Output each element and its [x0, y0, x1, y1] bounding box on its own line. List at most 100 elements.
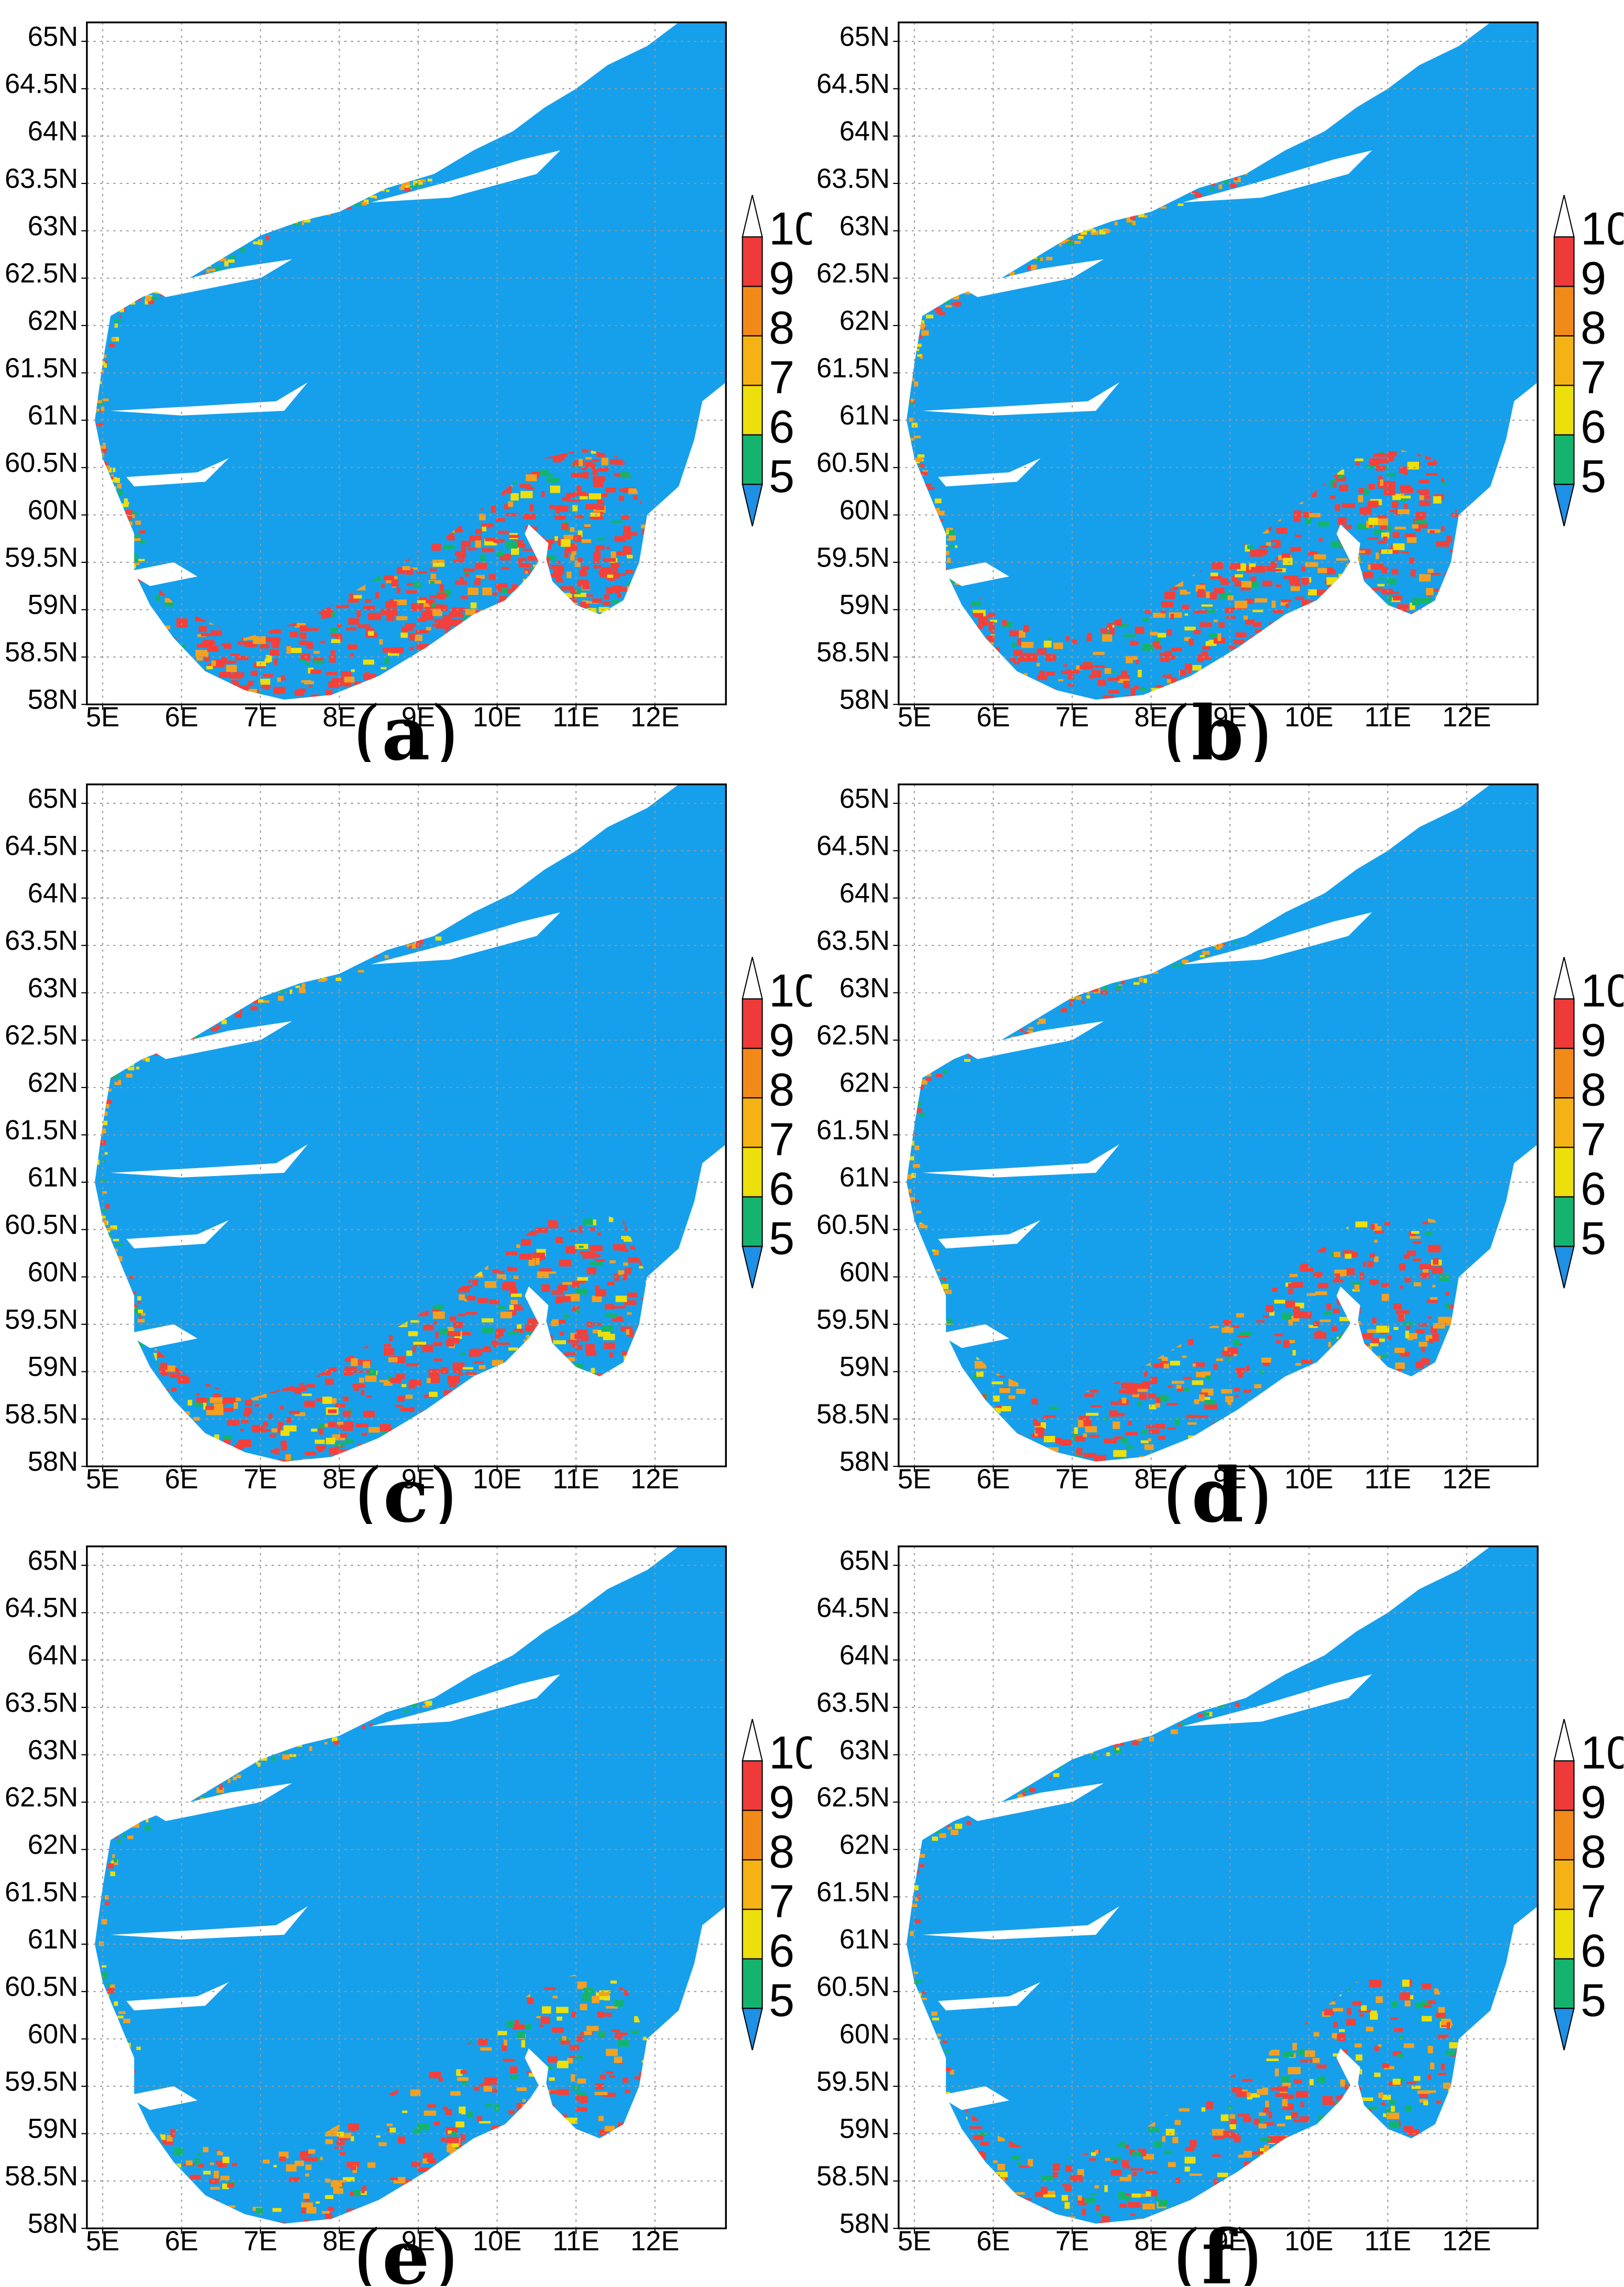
fjord: [110, 1906, 308, 1940]
lat-tick-label: 59.5N: [5, 2066, 78, 2097]
lat-tick-label: 62N: [840, 1830, 890, 1860]
colorbar-label: 9: [769, 1014, 794, 1066]
colorbar-bottom-arrow: [742, 2008, 763, 2051]
fjord: [1182, 912, 1372, 965]
lon-tick-label: 9E: [401, 2226, 435, 2257]
colorbar-label: 8: [1581, 1826, 1606, 1878]
fjord: [1336, 524, 1360, 572]
lat-tick-label: 63.5N: [5, 1687, 78, 1718]
lat-tick-label: 63.5N: [816, 925, 890, 956]
map-panel-a: 5E 6E 7E 8E 9E 10E 11E 12E 58N 58.5N 59N 59.5N 60N 60…: [0, 0, 812, 762]
lat-tick-label: 60N: [28, 1257, 78, 1288]
lat-tick-label: 60.5N: [5, 1210, 78, 1240]
lat-tick-label: 64N: [28, 1640, 78, 1671]
colorbar-label: 10: [1581, 203, 1623, 255]
lat-tick-label: 59N: [840, 2114, 890, 2144]
lat-tick-label: 59.5N: [5, 542, 78, 573]
colorbar-segment: [742, 335, 763, 386]
lat-tick-label: 59N: [28, 2114, 78, 2144]
colorbar-label: 10: [769, 965, 812, 1017]
lon-tick-label: 5E: [86, 1464, 119, 1495]
colorbar-label: 10: [1581, 1727, 1623, 1779]
lon-tick-label: 9E: [1213, 2226, 1247, 2257]
lat-tick-label: 63.5N: [5, 164, 78, 194]
lat-tick-label: 58.5N: [5, 1399, 78, 1430]
lat-tick-label: 64.5N: [5, 831, 78, 862]
lat-tick-label: 58.5N: [5, 2161, 78, 2192]
lat-tick-label: 65N: [28, 1545, 78, 1576]
lat-tick-label: 59N: [840, 1352, 890, 1382]
colorbar: 1098765: [1553, 957, 1623, 1289]
map-svg-c: 5E 6E 7E 8E 9E 10E 11E 12E 58N 58.5N 59N 59.5N 60N 60…: [5, 783, 812, 1524]
fjord: [938, 1982, 1041, 2011]
lat-tick-label: 60.5N: [5, 1972, 78, 2002]
lat-tick-label: 59N: [28, 590, 78, 620]
colorbar: 1098765: [742, 195, 812, 527]
lon-tick-label: 11E: [1365, 702, 1411, 733]
gridlines: [86, 1546, 726, 2229]
lat-tick-label: 61N: [840, 1162, 890, 1193]
colorbar-segment: [742, 1760, 763, 1811]
lat-tick-label: 62.5N: [5, 1020, 78, 1051]
lat-tick-label: 64.5N: [816, 69, 890, 100]
fjord: [938, 1220, 1041, 1249]
lat-tick-label: 61N: [840, 400, 890, 431]
lat-tick-label: 61.5N: [5, 1877, 78, 1908]
lon-tick-label: 12E: [1442, 1464, 1491, 1495]
lat-tick-label: 62.5N: [5, 258, 78, 289]
colorbar-label: 6: [769, 1163, 794, 1215]
lon-tick-label: 8E: [322, 2226, 356, 2257]
fjord: [126, 1220, 229, 1249]
fjord: [1336, 1286, 1360, 1334]
colorbar-bottom-arrow: [742, 484, 763, 527]
colorbar-label: 6: [769, 401, 794, 453]
lat-tick-label: 62.5N: [816, 1782, 890, 1813]
colorbar-label: 7: [769, 351, 794, 403]
colorbar-segment: [742, 1196, 763, 1247]
colorbar-segment: [1553, 1147, 1575, 1197]
lon-tick-label: 5E: [898, 2226, 931, 2257]
lon-tick-label: 9E: [401, 1464, 435, 1495]
lat-tick-label: 58N: [840, 1446, 890, 1477]
lon-tick-label: 5E: [86, 702, 119, 733]
lat-tick-label: 61.5N: [816, 1877, 890, 1908]
lat-tick-label: 64.5N: [5, 1593, 78, 1624]
colorbar-bottom-arrow: [742, 1246, 763, 1289]
lon-tick-label: 6E: [976, 2226, 1010, 2257]
panel-caption: (e): [353, 2213, 459, 2286]
colorbar-label: 8: [769, 1064, 794, 1116]
lat-tick-label: 60N: [28, 2019, 78, 2050]
lat-tick-label: 62.5N: [816, 258, 890, 289]
map-svg-d: 5E 6E 7E 8E 9E 10E 11E 12E 58N 58.5N 59N 59.5N 60N 60…: [816, 783, 1623, 1524]
lon-tick-label: 10E: [1284, 1464, 1333, 1495]
colorbar-segment: [1553, 1097, 1575, 1148]
lon-tick-label: 10E: [473, 2226, 521, 2257]
lon-tick-label: 12E: [630, 1464, 679, 1495]
fjord: [126, 2086, 198, 2110]
panel-caption: (d): [1162, 1451, 1273, 1524]
colorbar-label: 9: [1581, 252, 1606, 304]
colorbar-label: 8: [1581, 302, 1606, 354]
colorbar-segment: [742, 1097, 763, 1148]
lat-tick-label: 62N: [840, 306, 890, 336]
colorbar-top-arrow: [742, 957, 763, 1000]
lon-tick-label: 10E: [1284, 702, 1333, 733]
gridlines: [898, 22, 1538, 705]
fjord: [370, 1674, 561, 1727]
lat-tick-label: 60N: [840, 1257, 890, 1288]
colorbar-segment: [742, 1859, 763, 1910]
lat-tick-label: 61N: [28, 1924, 78, 1955]
lat-tick-label: 63.5N: [816, 164, 890, 194]
lon-tick-label: 6E: [165, 2226, 198, 2257]
colorbar-label: 6: [1581, 401, 1606, 453]
lon-tick-label: 5E: [898, 1464, 931, 1495]
lat-tick-label: 62N: [28, 1830, 78, 1860]
fjord: [110, 1144, 308, 1178]
colorbar-label: 9: [1581, 1014, 1606, 1066]
lat-tick-label: 58N: [28, 2208, 78, 2239]
colorbar-label: 9: [769, 1776, 794, 1828]
fjord: [525, 1286, 549, 1334]
colorbar-segment: [742, 1048, 763, 1098]
gridlines: [86, 784, 726, 1467]
lon-tick-label: 6E: [165, 1464, 198, 1495]
